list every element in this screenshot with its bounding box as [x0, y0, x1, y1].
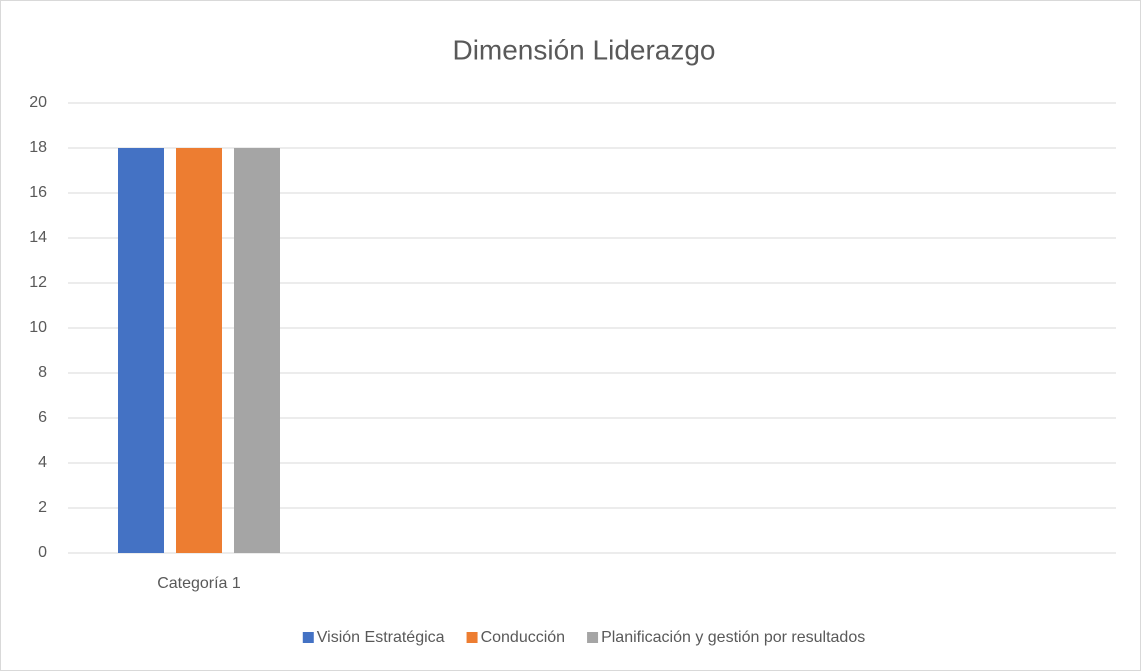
y-tick-label: 12 — [29, 274, 47, 291]
y-tick-label: 16 — [29, 184, 47, 201]
bar — [118, 148, 164, 553]
legend-label: Conducción — [481, 629, 566, 646]
legend-swatch — [587, 632, 599, 643]
legend-swatch — [302, 632, 314, 643]
legend-swatch — [466, 632, 478, 643]
y-tick-label: 10 — [29, 319, 47, 336]
y-tick-label: 0 — [38, 544, 47, 561]
y-tick-label: 4 — [38, 454, 47, 471]
y-tick-label: 14 — [29, 229, 47, 246]
y-tick-label: 18 — [29, 139, 47, 156]
y-tick-label: 6 — [38, 409, 47, 426]
legend-label: Visión Estratégica — [317, 629, 445, 646]
y-tick-label: 20 — [29, 94, 47, 111]
chart-title: Dimensión Liderazgo — [452, 34, 715, 65]
x-tick-label: Categoría 1 — [157, 575, 241, 592]
y-tick-label: 8 — [38, 364, 47, 381]
bar — [176, 148, 222, 553]
legend-label: Planificación y gestión por resultados — [601, 629, 865, 646]
y-tick-label: 2 — [38, 499, 47, 516]
bar — [234, 148, 280, 553]
